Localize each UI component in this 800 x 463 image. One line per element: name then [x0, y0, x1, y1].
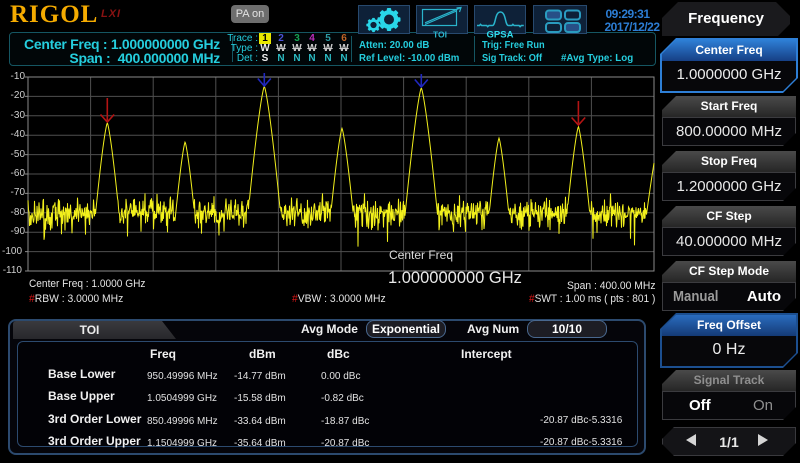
svg-text:GPSA: GPSA — [487, 30, 514, 41]
svg-text:TOI: TOI — [433, 30, 447, 40]
